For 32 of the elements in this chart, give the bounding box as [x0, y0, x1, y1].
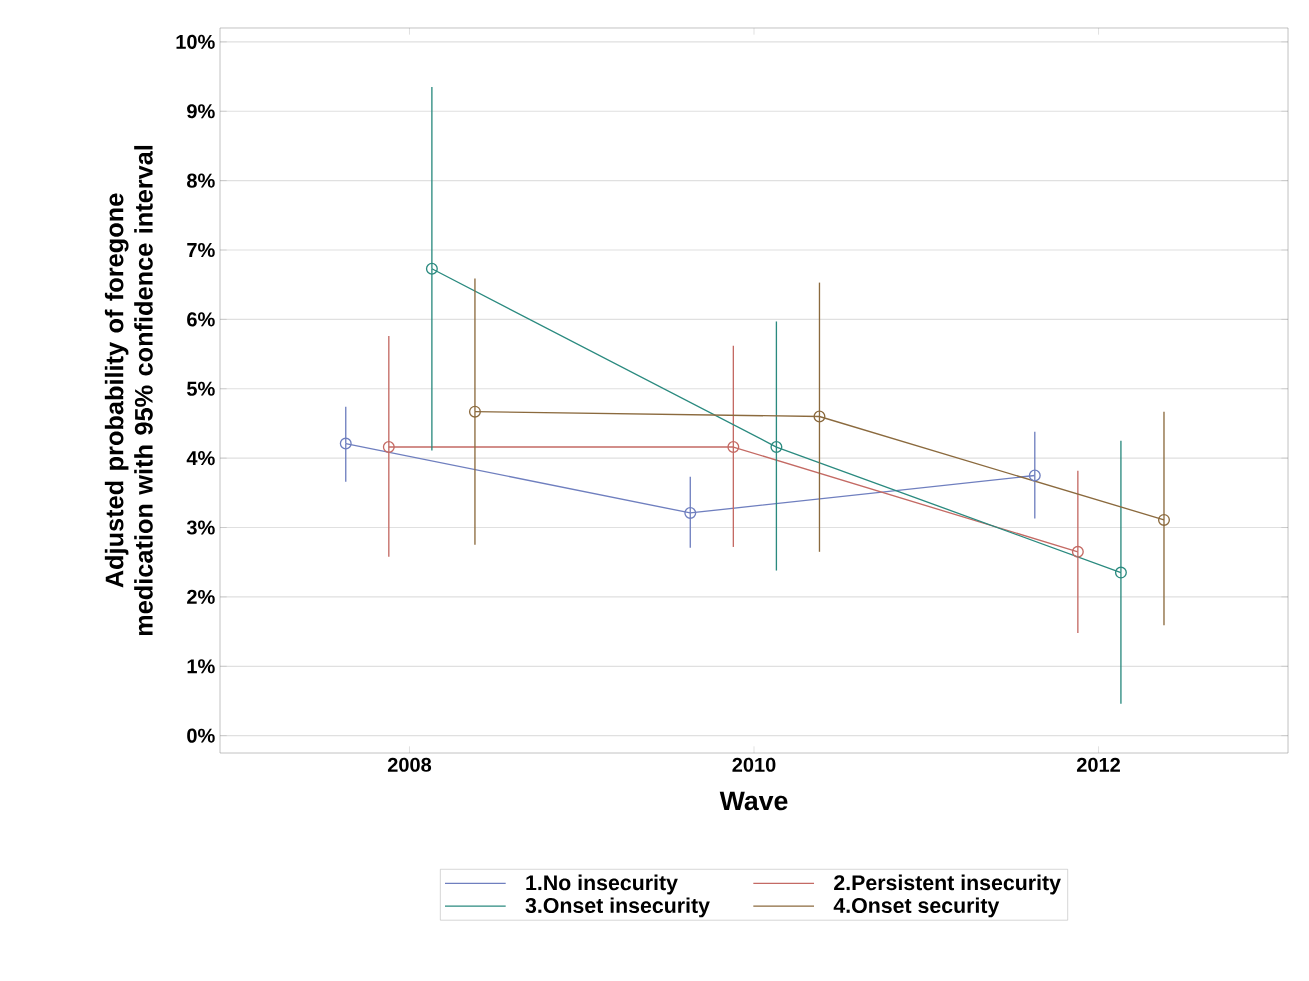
point — [382, 441, 395, 454]
x-tick-label: 2010 — [732, 757, 776, 772]
point — [1157, 513, 1170, 526]
y-tick-label: 0% — [187, 728, 215, 743]
y-tick-label: 7% — [187, 242, 215, 258]
y-tick-label: 9% — [187, 104, 215, 119]
point — [770, 441, 783, 454]
point — [1028, 469, 1041, 482]
y-tick-label: 6% — [187, 312, 215, 327]
point — [727, 441, 740, 454]
point — [1071, 545, 1084, 558]
y-tick-label: 1% — [187, 659, 215, 674]
legend-label: 2.Persistent insecurity — [834, 874, 1061, 895]
x-axis-title: Wave — [719, 791, 788, 811]
point — [468, 405, 481, 418]
point — [425, 262, 438, 275]
y-tick-label: 2% — [187, 589, 215, 604]
point — [813, 410, 826, 423]
y-tick-label: 10% — [176, 34, 215, 49]
x-tick-label: 2012 — [1076, 757, 1120, 772]
point — [1114, 566, 1127, 579]
y-axis-title: Adjusted probability of foregone medication with 95% confidence interval — [104, 145, 153, 636]
y-tick-label: 8% — [187, 173, 215, 188]
y-tick-label: 3% — [186, 520, 215, 535]
legend-label: 1.No insecurity — [526, 874, 678, 895]
x-tick-label: 2008 — [387, 757, 432, 772]
point — [339, 437, 352, 450]
y-tick-label: 4% — [186, 451, 215, 466]
legend-label: 3.Onset insecurity — [525, 897, 710, 918]
legend-label: 4.Onset security — [833, 897, 1000, 918]
y-tick-label: 5% — [186, 381, 215, 396]
point — [684, 506, 697, 519]
